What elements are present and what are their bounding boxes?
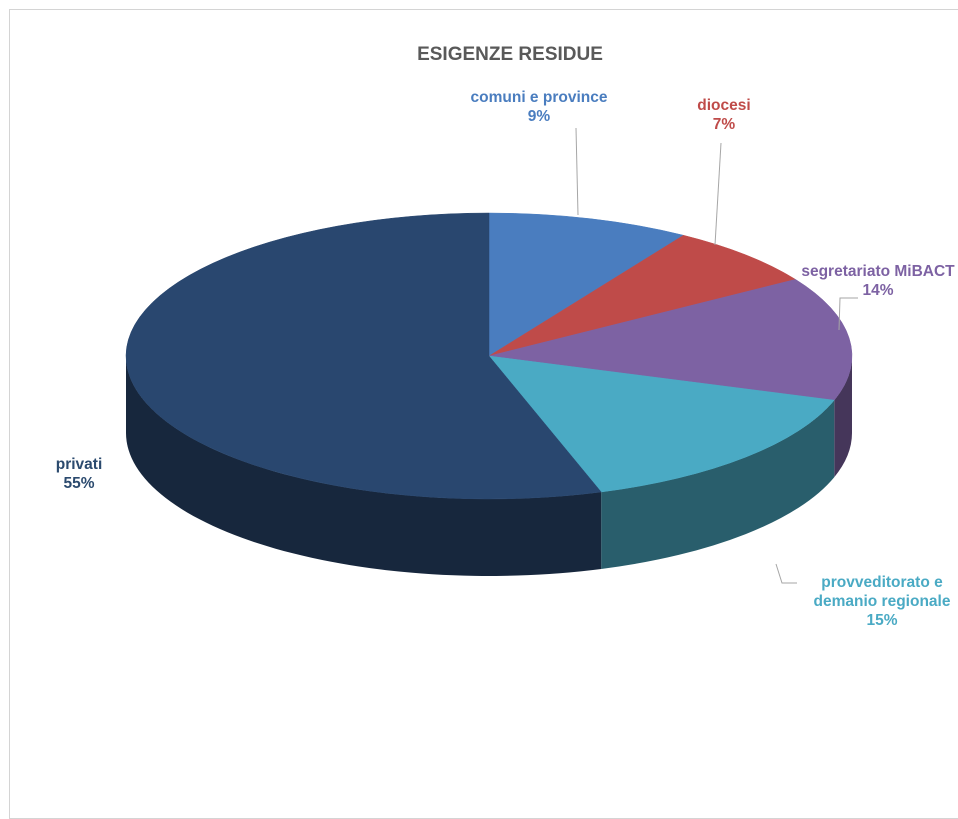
- pie-slices: [125, 212, 853, 500]
- slice-label-text: segretariato MiBACT: [801, 263, 955, 280]
- slice-label-3: segretariato MiBACT 14%: [801, 263, 955, 299]
- slice-value-label: 9%: [528, 108, 551, 125]
- leader-line-3: [838, 297, 858, 331]
- chart-title: ESIGENZE RESIDUE: [417, 44, 603, 65]
- pie-sides: [126, 356, 852, 577]
- slice-label-text: privati: [56, 456, 103, 473]
- slice-label-text: demanio regionale: [814, 593, 951, 610]
- leader-line-1: [575, 127, 579, 216]
- slice-label-2: diocesi 7%: [697, 97, 750, 133]
- leader-line-2: [714, 142, 722, 246]
- slice-label-1: comuni e province 9%: [471, 89, 608, 125]
- slice-label-5: privati 55%: [56, 456, 103, 492]
- leader-line-4: [775, 563, 797, 584]
- pie-side-5: [126, 356, 602, 577]
- slice-value-label: 55%: [63, 475, 94, 492]
- pie-side-4: [601, 400, 835, 570]
- slice-label-text: comuni e province: [471, 89, 608, 106]
- pie-side-3: [834, 356, 852, 478]
- slice-value-label: 7%: [713, 116, 736, 133]
- slice-value-label: 15%: [866, 612, 897, 629]
- data-labels: comuni e province 9% diocesi 7% segretariato…: [56, 89, 955, 629]
- leader-lines: [575, 127, 858, 584]
- slice-label-text: diocesi: [697, 97, 750, 114]
- slice-value-label: 14%: [862, 282, 893, 299]
- slice-label-text: provveditorato e: [821, 574, 943, 591]
- slice-label-4: provveditorato e demanio regionale 15%: [814, 574, 951, 629]
- pie-top-shading: [126, 213, 852, 499]
